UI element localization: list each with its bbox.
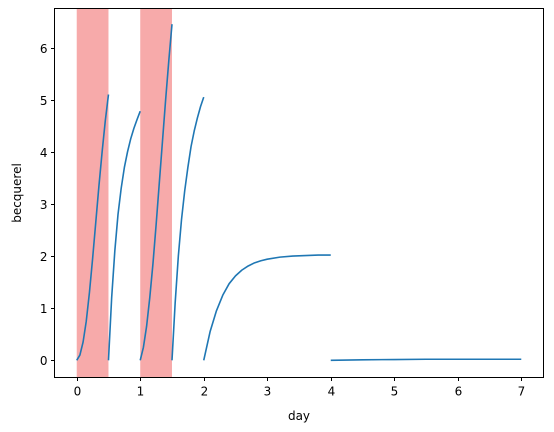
x-tick-label: 3	[264, 385, 272, 399]
y-tick-label: 4	[40, 146, 48, 160]
plot-frame	[55, 9, 544, 378]
shaded-interval-0	[77, 9, 109, 378]
x-axis-label: day	[288, 409, 310, 423]
x-axis: 0 1 2 3 4 5 6 7	[74, 378, 526, 399]
x-tick-label: 1	[137, 385, 145, 399]
y-tick-label: 0	[40, 354, 48, 368]
x-tick-label: 5	[391, 385, 399, 399]
x-tick-label: 4	[328, 385, 336, 399]
x-tick-label: 6	[455, 385, 463, 399]
series-0-segment-1	[108, 111, 140, 360]
y-tick-label: 1	[40, 302, 48, 316]
x-tick-label: 7	[518, 385, 526, 399]
x-tick-label: 0	[74, 385, 82, 399]
y-tick-label: 3	[40, 198, 48, 212]
y-axis: 0 1 2 3 4 5 6	[40, 42, 55, 368]
shaded-regions	[77, 9, 172, 378]
shaded-interval-1	[140, 9, 172, 378]
y-axis-label: becquerel	[10, 163, 24, 223]
y-tick-label: 5	[40, 94, 48, 108]
series-0-segment-4	[204, 255, 331, 360]
y-tick-label: 2	[40, 250, 48, 264]
series-0-segment-3	[172, 97, 204, 360]
y-tick-label: 6	[40, 42, 48, 56]
x-tick-label: 2	[201, 385, 209, 399]
series-0-segment-5	[331, 359, 522, 360]
